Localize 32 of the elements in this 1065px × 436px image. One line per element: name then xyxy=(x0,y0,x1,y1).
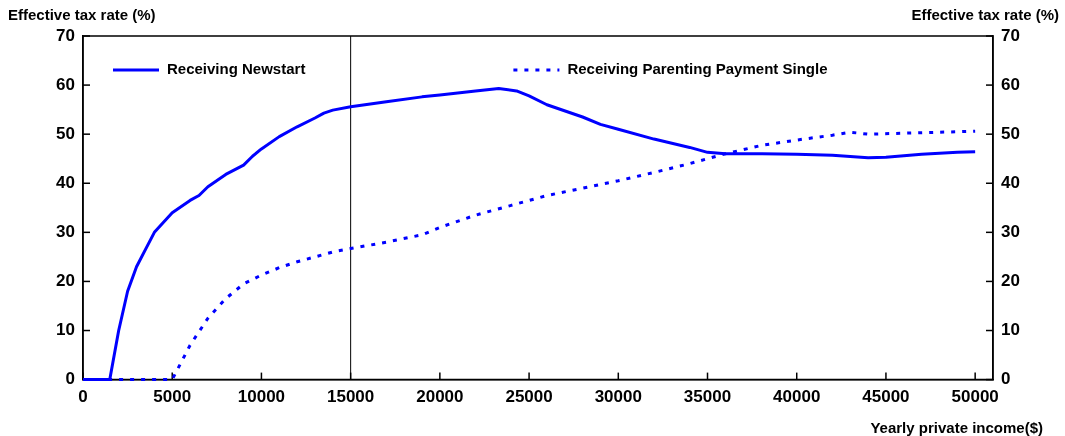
y2-axis-title: Effective tax rate (%) xyxy=(911,6,1059,23)
x-tick-label: 15000 xyxy=(327,387,375,407)
y-tick-label: 60 xyxy=(56,74,75,94)
y-tick-label: 10 xyxy=(56,320,75,340)
y2-tick-label: 30 xyxy=(1001,222,1020,242)
y-axis-title: Effective tax rate (%) xyxy=(8,6,156,23)
y-tick-label: 70 xyxy=(56,25,75,45)
x-tick-label: 10000 xyxy=(237,387,286,407)
y-tick-label: 30 xyxy=(56,222,75,242)
x-axis-title: Yearly private income($) xyxy=(870,419,1043,436)
y2-tick-label: 0 xyxy=(1001,369,1011,389)
y2-tick-label: 70 xyxy=(1001,25,1020,45)
y-tick-label: 40 xyxy=(56,172,75,192)
y2-tick-label: 20 xyxy=(1001,271,1020,291)
x-tick-label: 5000 xyxy=(153,387,192,407)
x-tick-label: 25000 xyxy=(505,387,553,407)
x-tick-label: 40000 xyxy=(773,387,821,407)
y2-tick-label: 50 xyxy=(1001,123,1020,143)
x-tick-label: 30000 xyxy=(594,387,642,407)
legend-label: Receiving Parenting Payment Single xyxy=(567,60,828,78)
x-tick-label: 35000 xyxy=(683,387,732,407)
legend-label: Receiving Newstart xyxy=(167,60,306,78)
y2-tick-label: 10 xyxy=(1001,320,1020,340)
y2-tick-label: 40 xyxy=(1001,172,1020,192)
y2-tick-label: 60 xyxy=(1001,74,1020,94)
y-tick-label: 0 xyxy=(65,369,75,389)
x-tick-label: 0 xyxy=(78,387,88,407)
x-tick-label: 45000 xyxy=(862,387,910,407)
x-tick-label: 20000 xyxy=(416,387,464,407)
y-tick-label: 50 xyxy=(56,123,75,143)
x-tick-label: 50000 xyxy=(951,387,999,407)
y-tick-label: 20 xyxy=(56,271,75,291)
